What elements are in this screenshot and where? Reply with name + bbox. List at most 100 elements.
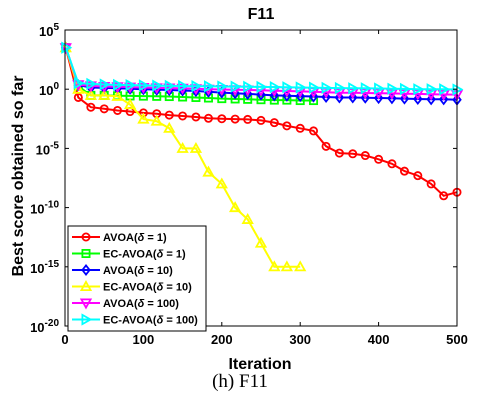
data-point — [123, 98, 137, 110]
data-point — [333, 88, 346, 100]
ticks-layer: 0 100 200 300 400 500 105 100 10-5 10-10 10-15 10-2… — [30, 22, 468, 347]
data-point — [191, 112, 201, 122]
legend-entry: EC-AVOA(δ = 10) — [72, 280, 192, 294]
data-point — [321, 141, 331, 151]
data-point — [228, 201, 242, 213]
legend-entry: EC-AVOA(δ = 1) — [72, 249, 186, 261]
data-point — [282, 89, 292, 102]
data-point — [86, 77, 98, 91]
data-point — [348, 82, 360, 95]
data-point — [438, 93, 449, 106]
y-tick-label: 10-5 — [36, 140, 60, 157]
data-point — [163, 83, 176, 95]
data-point — [111, 89, 124, 101]
data-point — [426, 93, 436, 106]
x-tick-label: 500 — [446, 332, 468, 347]
data-point — [99, 78, 111, 91]
data-point — [399, 166, 409, 176]
data-point — [256, 88, 266, 101]
data-point — [99, 104, 109, 114]
data-point — [202, 165, 215, 177]
x-tick-label: 400 — [368, 332, 390, 347]
legend-entry: AVOA(δ = 100) — [72, 298, 179, 310]
data-point — [387, 159, 397, 169]
series-line — [64, 47, 301, 268]
data-point — [424, 89, 438, 101]
data-point — [256, 115, 266, 125]
data-point — [178, 111, 188, 121]
data-point — [243, 114, 253, 124]
x-tick-label: 300 — [289, 332, 311, 347]
series-6 — [61, 41, 464, 96]
data-point — [282, 121, 292, 131]
data-point — [269, 80, 281, 94]
data-point — [309, 81, 320, 94]
chart-title: F11 — [248, 6, 275, 23]
data-point — [295, 123, 305, 133]
legend-entry: AVOA(δ = 10) — [72, 263, 173, 277]
data-point — [360, 91, 371, 104]
data-point — [321, 81, 333, 94]
legend-box — [67, 225, 207, 332]
data-point — [309, 126, 319, 136]
data-point — [295, 90, 305, 103]
data-point — [152, 79, 164, 92]
data-point — [398, 89, 411, 101]
legend-swatch-marker — [81, 313, 93, 326]
legend-swatch-marker — [81, 248, 91, 258]
data-point — [413, 83, 425, 96]
x-tick-label: 0 — [61, 332, 68, 347]
legend-label: EC-AVOA(δ = 10) — [103, 282, 192, 294]
data-point — [254, 236, 268, 248]
data-point — [280, 260, 294, 272]
data-point — [268, 260, 281, 272]
legend-swatch-marker — [81, 232, 91, 242]
data-point — [137, 82, 150, 94]
data-point — [164, 79, 176, 93]
plot-border — [64, 29, 458, 327]
legend-swatch-marker — [79, 280, 93, 292]
legend-swatch-marker — [81, 263, 91, 277]
data-point — [269, 118, 279, 128]
y-tick-label: 100 — [39, 81, 59, 98]
data-point — [189, 141, 203, 153]
data-point — [137, 112, 150, 124]
y-axis-label: Best score obtained so far — [10, 76, 27, 277]
data-point — [334, 148, 344, 158]
data-point — [399, 92, 410, 105]
data-point — [372, 88, 385, 100]
data-point — [399, 82, 411, 96]
data-point — [411, 89, 424, 101]
data-point — [334, 91, 345, 104]
data-point — [215, 177, 228, 189]
data-point — [150, 114, 163, 126]
data-point — [150, 83, 163, 95]
x-axis-label: Iteration — [228, 356, 291, 370]
data-point — [113, 105, 123, 115]
data-point — [269, 89, 280, 102]
data-point — [72, 82, 85, 94]
data-point — [387, 92, 397, 105]
data-point — [86, 102, 96, 112]
data-point — [203, 80, 215, 93]
legend: AVOA(δ = 1) EC-AVOA(δ = 1) AVOA(δ = 10) EC-… — [67, 225, 207, 332]
data-point — [230, 80, 242, 93]
data-point — [176, 141, 189, 153]
convergence-chart: F11 Best score obtained so far Iteration… — [10, 6, 468, 370]
data-point — [203, 113, 213, 123]
data-point — [163, 121, 176, 133]
data-point — [387, 82, 399, 95]
data-point — [439, 191, 449, 201]
legend-label: EC-AVOA(δ = 1) — [103, 249, 186, 261]
data-point — [61, 41, 73, 54]
data-point — [348, 149, 358, 159]
data-point — [385, 88, 399, 100]
legend-label: EC-AVOA(δ = 100) — [103, 315, 198, 327]
legend-label: AVOA(δ = 10) — [103, 265, 173, 277]
data-point — [98, 88, 111, 100]
data-point — [113, 78, 124, 92]
data-point — [374, 82, 386, 95]
data-point — [256, 80, 268, 94]
y-tick-label: 10-10 — [30, 200, 59, 217]
data-point — [347, 91, 358, 104]
